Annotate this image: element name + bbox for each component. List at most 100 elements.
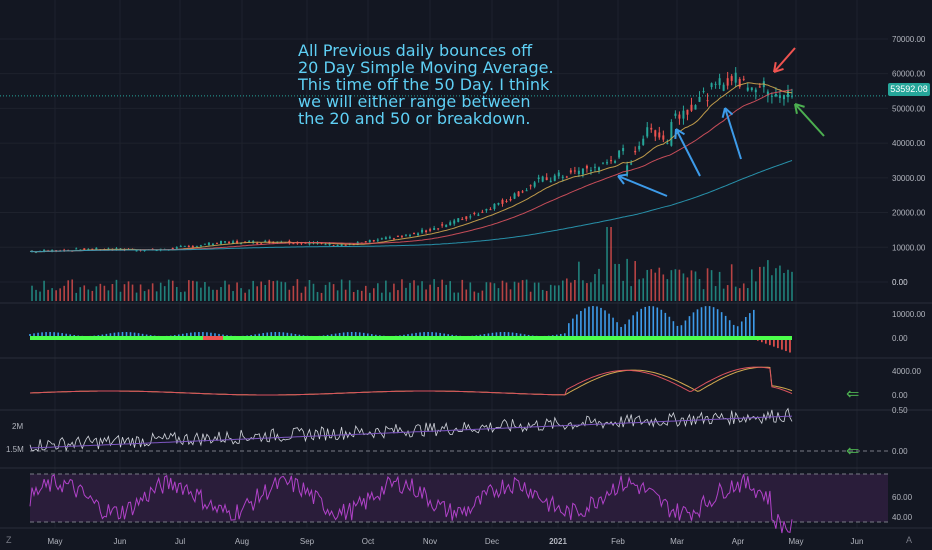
volume-bar	[151, 283, 154, 301]
volume-bar	[437, 287, 439, 301]
blue-arrow-1-head	[617, 173, 629, 177]
macd-bar	[346, 332, 349, 336]
candle-body	[425, 230, 428, 232]
macd-bar	[278, 332, 281, 336]
volume-bar	[143, 291, 146, 301]
volume-bar	[188, 280, 190, 301]
volume-bar	[272, 281, 275, 301]
candle-body	[682, 110, 685, 119]
candle-body	[477, 214, 480, 216]
macd-bar	[53, 332, 55, 336]
volume-bar	[344, 289, 347, 301]
volume-bar	[139, 284, 142, 301]
volume-bar	[175, 286, 178, 301]
price-tick-label: 50000.00	[892, 104, 926, 113]
candle-body	[280, 242, 283, 244]
candle-body	[171, 247, 174, 250]
macd-bar	[177, 334, 180, 336]
macd-bar	[439, 332, 441, 336]
volume-bar	[469, 282, 472, 301]
candle-body	[674, 113, 677, 116]
macd-bar	[773, 340, 775, 347]
volume-bar	[179, 292, 182, 301]
auto-scale-button[interactable]: A	[906, 535, 913, 545]
macd-bar	[190, 332, 192, 336]
volume-bar	[91, 290, 94, 301]
green-arrow	[794, 103, 825, 137]
candle-body	[618, 150, 621, 158]
macd-bar	[338, 332, 341, 336]
macd-bar	[399, 335, 401, 336]
osc-tick-label: 4000.00	[892, 367, 921, 376]
green-arrow-head	[794, 103, 798, 115]
candle-body	[521, 191, 524, 193]
blue-arrow-1-head	[617, 175, 625, 185]
candle-body	[187, 245, 190, 247]
candle-body	[328, 242, 331, 246]
macd-bar	[342, 332, 345, 336]
volume-bar	[336, 290, 339, 301]
blue-arrow-2-head	[674, 128, 677, 140]
candle-body	[175, 247, 178, 249]
macd-bar	[740, 321, 743, 336]
candle-body	[240, 243, 243, 245]
time-tick-label: Apr	[732, 537, 745, 546]
volume-bar	[441, 279, 443, 301]
candle-body	[489, 209, 492, 211]
macd-bar	[576, 314, 578, 336]
candle-body	[786, 90, 789, 98]
macd-bar	[282, 332, 285, 336]
volume-bar	[184, 291, 186, 301]
volume-bar	[35, 289, 37, 301]
macd-tick-label: 0.00	[892, 334, 908, 343]
volume-bar	[288, 289, 291, 301]
volume-bar	[220, 287, 222, 301]
macd-bar	[407, 334, 409, 336]
volume-bar	[710, 270, 713, 301]
volume-bar	[51, 288, 53, 301]
macd-bar	[194, 332, 196, 336]
volume-bar	[694, 271, 697, 301]
macd-bar	[491, 332, 494, 336]
candle-body	[614, 161, 617, 163]
candle-body	[610, 160, 613, 162]
volume-bar	[642, 278, 645, 301]
macd-bar	[757, 340, 759, 341]
volume-bar	[204, 281, 206, 301]
volume-bar	[276, 280, 279, 301]
macd-bar	[604, 310, 606, 336]
macd-bar	[580, 310, 582, 336]
macd-bar	[692, 312, 695, 336]
volume-bar	[767, 260, 769, 301]
volume-bar	[517, 282, 520, 301]
candle-body	[469, 216, 472, 218]
volume-bar	[360, 290, 363, 301]
candle-body	[465, 216, 468, 220]
macd-bar	[286, 332, 289, 336]
macd-bar	[101, 334, 104, 336]
candle-body	[384, 237, 387, 240]
macd-bar	[648, 306, 651, 336]
volume-bar	[433, 279, 435, 301]
macd-bar	[736, 326, 739, 336]
obv-pane	[29, 407, 888, 452]
macd-bar	[270, 332, 273, 336]
macd-bar	[499, 332, 502, 336]
time-tick-label: May	[47, 537, 62, 546]
candle-body	[529, 185, 532, 187]
macd-bar	[435, 332, 437, 336]
macd-bar	[475, 335, 478, 336]
candle-body	[493, 203, 496, 209]
candle-body	[244, 241, 247, 243]
blue-arrow-1	[617, 175, 668, 197]
volume-bar	[264, 284, 267, 301]
volume-bar	[260, 281, 263, 301]
volume-bar	[481, 290, 484, 301]
volume-bar	[163, 286, 166, 301]
candle-body	[533, 182, 536, 187]
candle-body	[738, 79, 741, 87]
timezone-button[interactable]: Z	[6, 535, 12, 545]
macd-bar	[222, 334, 224, 336]
candle-body	[91, 248, 94, 250]
macd-bar	[447, 334, 449, 336]
